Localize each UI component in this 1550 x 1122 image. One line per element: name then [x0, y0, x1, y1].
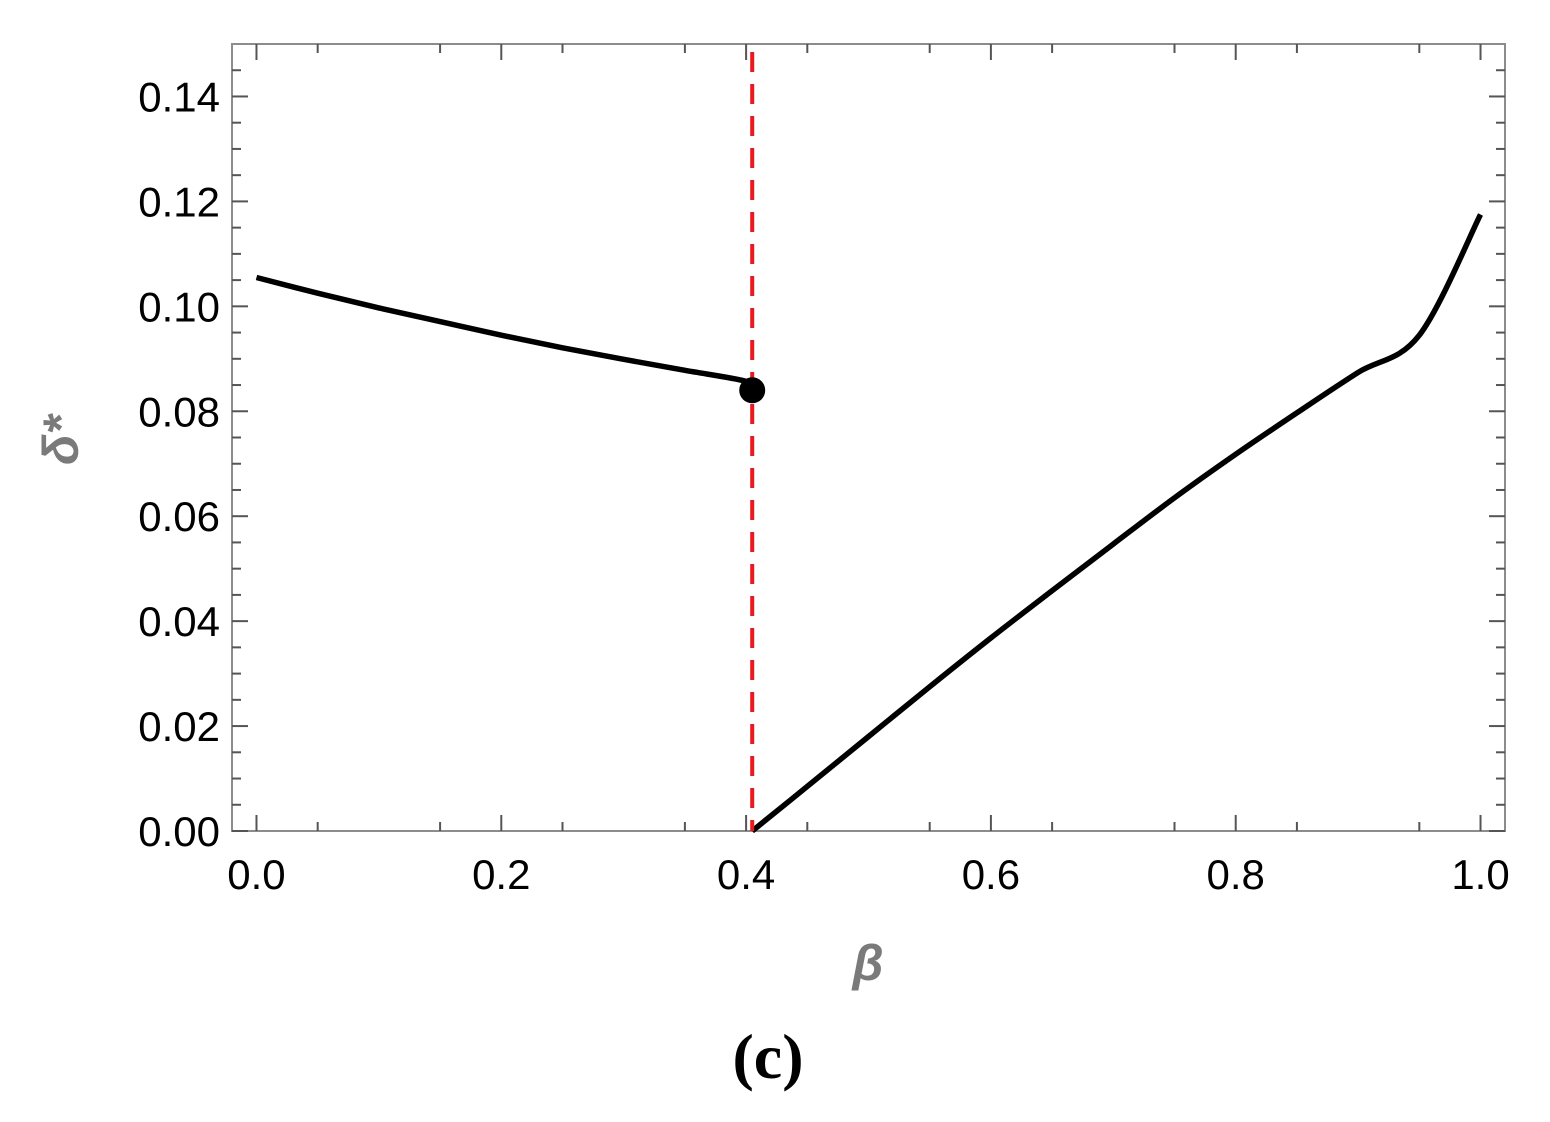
series-line-1: [255, 274, 756, 392]
x-tick-label: 0.0: [227, 851, 285, 898]
plot-border: [231, 43, 1506, 832]
x-tick-label: 0.6: [962, 851, 1020, 898]
y-tick-label: 0.02: [138, 703, 220, 750]
y-tick-label: 0.04: [138, 598, 220, 645]
y-axis-title: δ*: [33, 412, 89, 465]
minor-ticks: [232, 44, 1505, 831]
x-tick-label: 1.0: [1451, 851, 1509, 898]
y-tick-label: 0.06: [138, 493, 220, 540]
y-tick-label: 0.10: [138, 283, 220, 330]
marker-layer: [739, 377, 766, 404]
y-tick-label: 0.12: [138, 178, 220, 225]
x-axis-title: β: [850, 935, 883, 991]
x-tick-label: 0.8: [1207, 851, 1265, 898]
series-layer: [255, 213, 1483, 834]
y-tick-label: 0.00: [138, 808, 220, 855]
major-ticks: [232, 44, 1505, 832]
y-tick-label: 0.14: [138, 73, 220, 120]
plot-frame: [231, 43, 1506, 832]
discontinuity-point: [739, 377, 766, 404]
x-tick-label: 0.4: [717, 851, 775, 898]
series-line-2: [750, 213, 1483, 834]
tick-label-layer: 0.0 0.2 0.4 0.6 0.8 1.0 0.00 0.02 0.04 0.06 0.08 0.…: [138, 73, 1509, 898]
x-tick-label: 0.2: [472, 851, 530, 898]
panel-label: (c): [732, 1021, 803, 1092]
y-tick-label: 0.08: [138, 388, 220, 435]
